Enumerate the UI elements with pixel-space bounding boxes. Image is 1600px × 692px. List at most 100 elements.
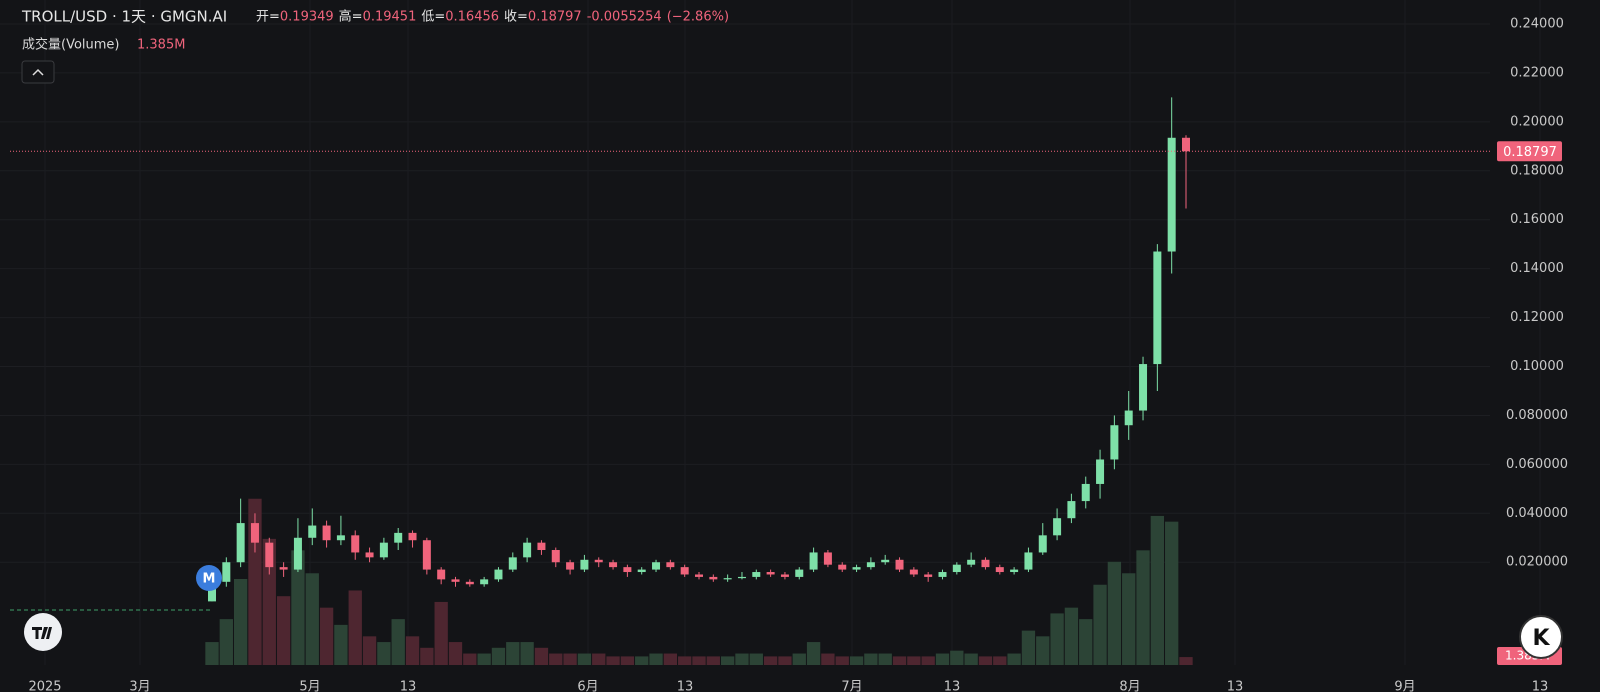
candle-body xyxy=(1067,501,1076,519)
volume-bar xyxy=(678,656,692,665)
candle-body xyxy=(680,567,689,575)
volume-bar xyxy=(706,656,720,665)
candle-body xyxy=(666,562,675,568)
candle-body xyxy=(523,542,532,558)
volume-bar xyxy=(549,653,563,665)
x-tick-label: 13 xyxy=(944,680,961,692)
volume-bar xyxy=(463,653,477,665)
candle-body xyxy=(279,567,288,570)
candle-body xyxy=(222,562,231,582)
candle-body xyxy=(695,574,703,577)
volume-bar xyxy=(348,590,362,665)
candle-body xyxy=(551,550,560,563)
volume-bar xyxy=(749,653,763,665)
candle-body xyxy=(981,559,990,568)
candle-body xyxy=(208,581,216,602)
candle-body xyxy=(709,576,718,580)
collapse-icon xyxy=(32,68,44,76)
candle-body xyxy=(465,581,474,585)
candle-body xyxy=(780,574,789,577)
volume-bar xyxy=(620,656,635,665)
volume-bar xyxy=(506,642,520,665)
volume-bar xyxy=(978,656,993,665)
ohlc-item: 0.18797 xyxy=(528,10,582,25)
volume-bar xyxy=(448,642,463,665)
candle-body xyxy=(752,572,761,577)
candle-body xyxy=(1110,425,1119,460)
volume-bar xyxy=(577,653,592,665)
candles xyxy=(208,97,1190,602)
volume-bar xyxy=(635,656,649,665)
volume-bar xyxy=(792,653,806,665)
volume-bar xyxy=(993,656,1007,665)
candle-body xyxy=(494,569,503,580)
candle-body xyxy=(1167,137,1176,252)
candle-body xyxy=(1053,518,1062,536)
volume-bar xyxy=(921,656,935,665)
y-tick-label: 0.18000 xyxy=(1510,163,1564,178)
y-tick-label: 0.16000 xyxy=(1510,212,1564,227)
candle-body xyxy=(422,540,431,570)
ohlc-item: 0.16456 xyxy=(445,10,499,25)
collapse-button[interactable] xyxy=(21,60,55,84)
volume-bar xyxy=(892,656,907,665)
volume-bar xyxy=(835,656,849,665)
y-tick-label: 0.14000 xyxy=(1510,261,1564,276)
marker[interactable] xyxy=(196,565,222,591)
volume-bar xyxy=(1136,550,1150,665)
volume-bar xyxy=(964,653,978,665)
ohlc-item: 开= xyxy=(256,10,280,25)
candle-body xyxy=(823,552,832,565)
volume-bar xyxy=(434,601,448,665)
candle-body xyxy=(1139,364,1148,411)
symbol: TROLL/USD · 1天 · GMGN.AI xyxy=(21,8,227,26)
tv-logo-mark xyxy=(32,627,52,639)
candle-body xyxy=(1010,569,1019,573)
volume-bar xyxy=(205,642,219,665)
ohlc-item: (−2.86%) xyxy=(667,10,729,25)
ohlc-item: 收= xyxy=(504,10,528,25)
candle-body xyxy=(265,542,274,568)
ohlc-item: 低= xyxy=(421,10,445,25)
volume-bar xyxy=(491,647,506,665)
brand-label: K xyxy=(1532,626,1550,651)
x-tick-label: 8月 xyxy=(1119,680,1140,692)
candle-body xyxy=(895,559,904,570)
volume-bar xyxy=(1107,561,1122,665)
candle-body xyxy=(766,572,775,575)
volume-bar xyxy=(1021,630,1036,665)
candle-body xyxy=(623,567,632,573)
volume-bar xyxy=(233,579,248,665)
candle-body xyxy=(594,559,603,563)
candle-body xyxy=(308,525,317,538)
candle-body xyxy=(1182,137,1190,152)
y-tick-label: 0.040000 xyxy=(1506,506,1568,521)
ohlc-item: 0.19349 xyxy=(280,10,334,25)
ohlc-item: 0.19451 xyxy=(363,10,417,25)
brand-icon[interactable] xyxy=(1519,615,1563,659)
last-price-label: 0.18797 xyxy=(1503,145,1557,160)
candle-body xyxy=(881,559,890,563)
volume-bar xyxy=(821,653,835,665)
candle-body xyxy=(365,552,374,558)
candle-body xyxy=(723,578,732,580)
candle-body xyxy=(351,535,360,553)
x-tick-label: 7月 xyxy=(841,680,862,692)
x-tick-label: 13 xyxy=(1227,680,1244,692)
ohlc-legend: 开= 0.19349 高= 0.19451 低= 0.16456 收= 0.18797 -0.0… xyxy=(256,9,729,25)
last-price-tag xyxy=(1497,141,1562,162)
y-tick-label: 0.24000 xyxy=(1510,16,1564,31)
y-tick-label: 0.080000 xyxy=(1506,408,1568,423)
volume-bar xyxy=(1036,636,1050,665)
volume-bar xyxy=(907,656,921,665)
x-tick-label: 13 xyxy=(677,680,694,692)
grid xyxy=(0,23,1490,563)
candle-body xyxy=(795,569,804,577)
y-tick-label: 0.020000 xyxy=(1506,555,1568,570)
volume-bar xyxy=(864,653,878,665)
volume-bar xyxy=(291,550,305,665)
volume-bar xyxy=(692,656,706,665)
candle-body xyxy=(852,567,861,570)
ohlc-item: -0.0055254 xyxy=(587,10,662,25)
volume-bar xyxy=(305,573,319,665)
